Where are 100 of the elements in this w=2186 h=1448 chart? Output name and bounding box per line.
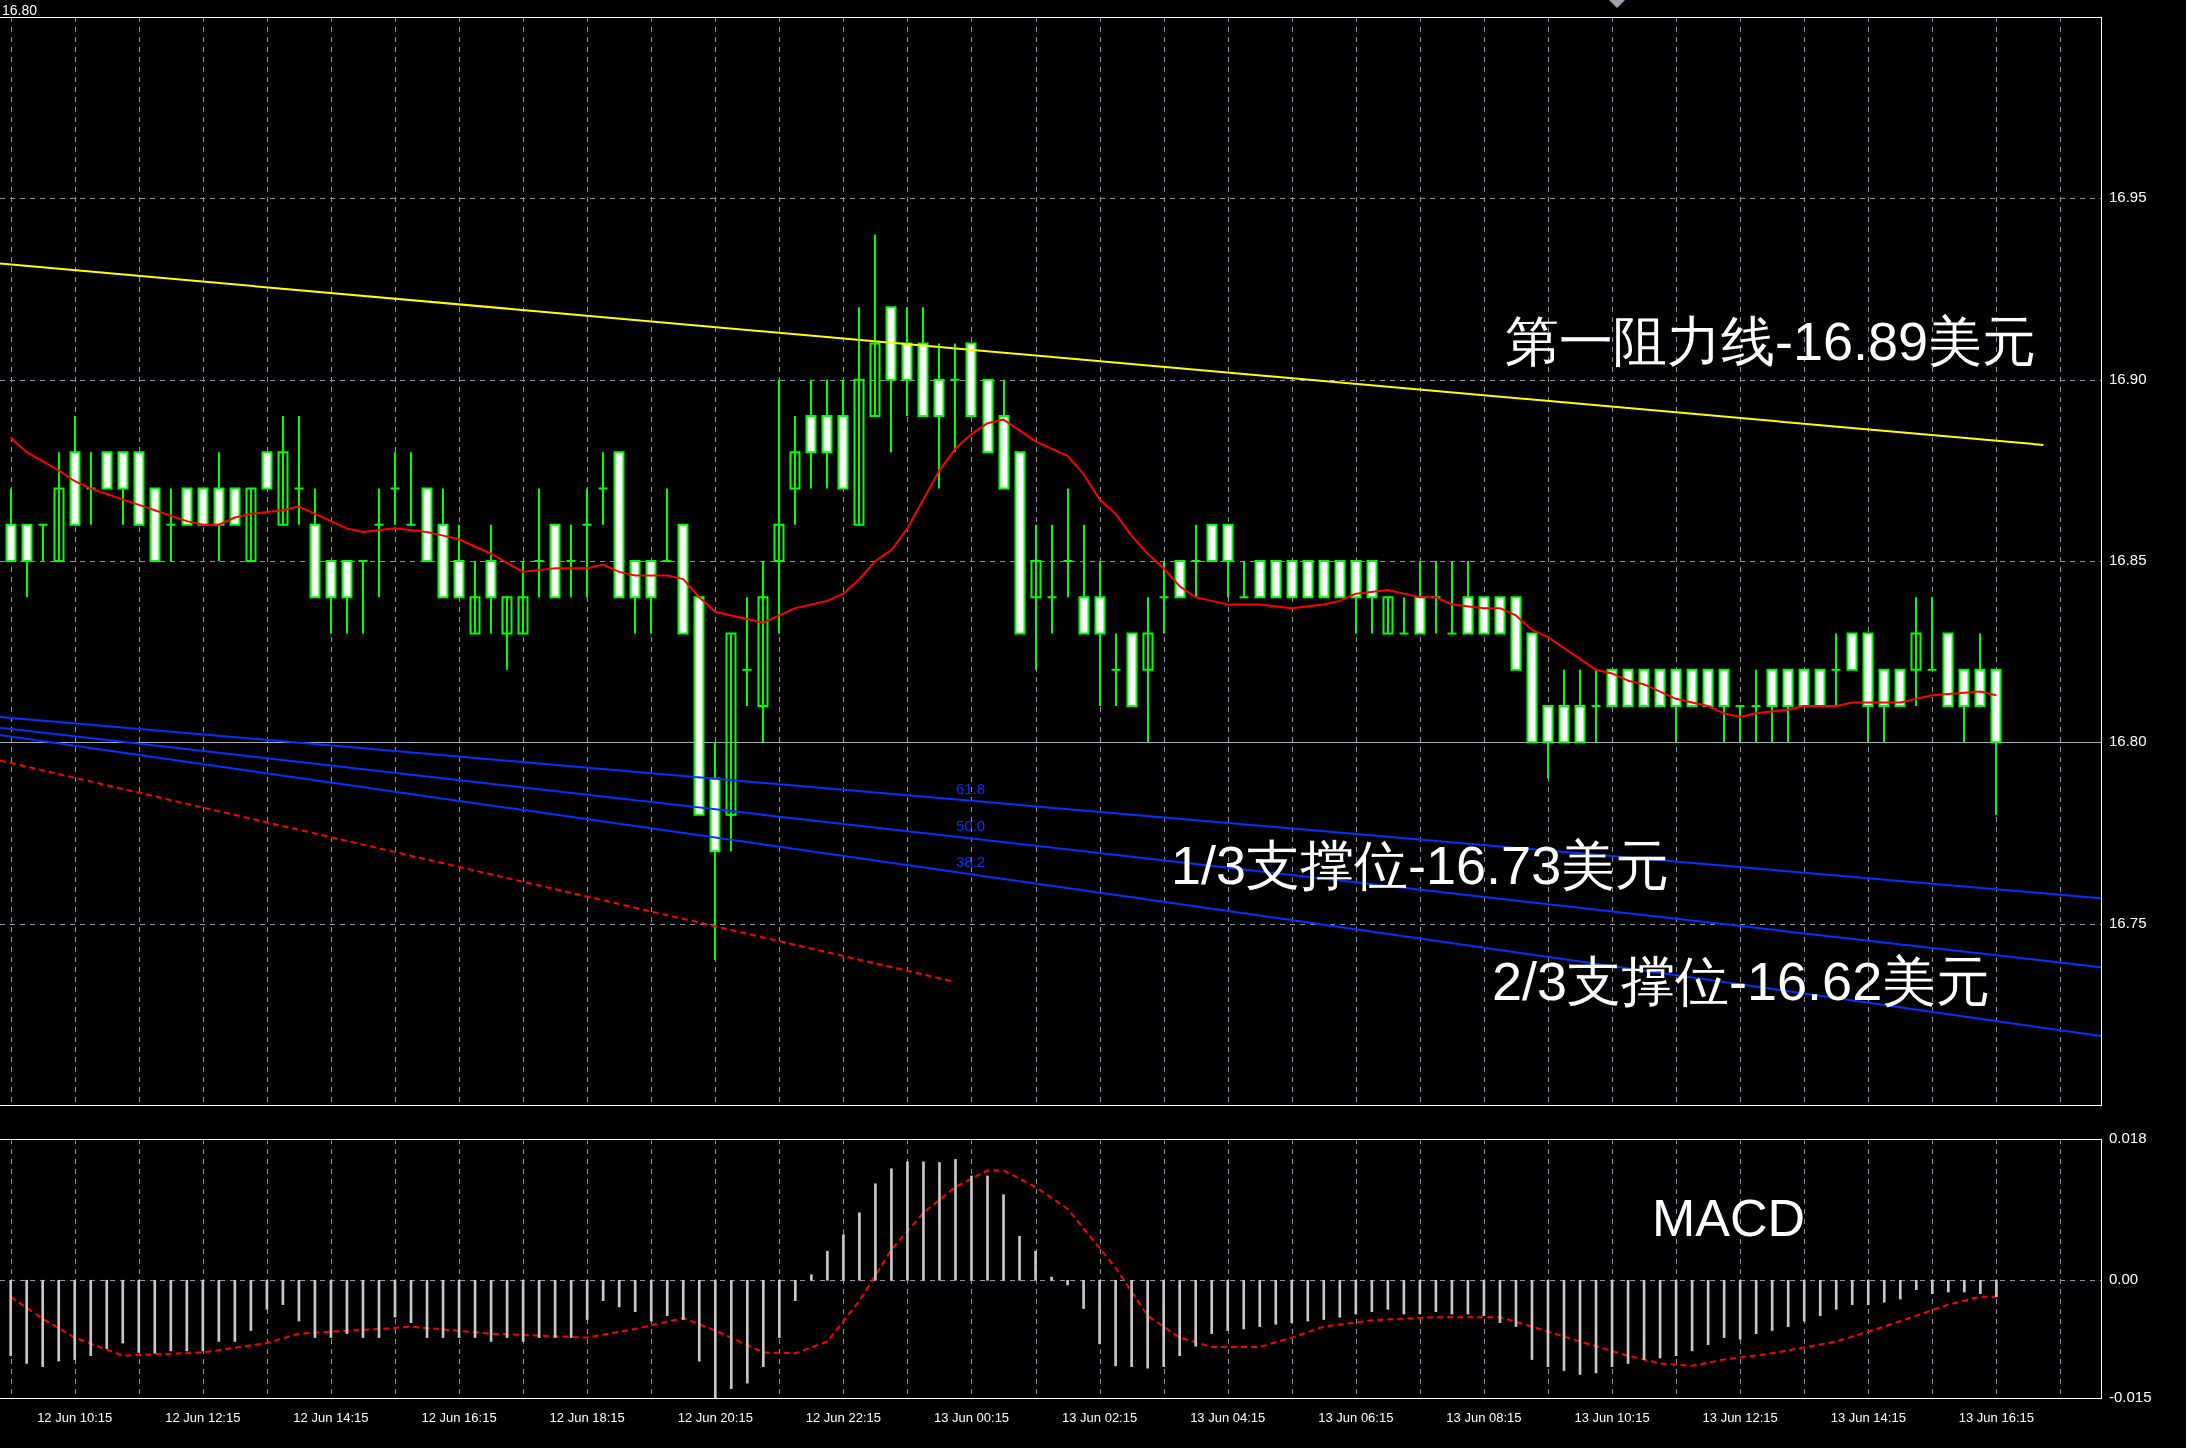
candlestick	[1590, 668, 1602, 744]
bar	[1082, 1279, 1085, 1309]
candlestick	[1238, 560, 1250, 599]
y-tick-label: 16.85	[2109, 551, 2147, 569]
bar	[794, 1279, 797, 1302]
y-tick-label: 16.90	[2109, 369, 2147, 387]
bar	[1818, 1279, 1822, 1316]
x-tick-label: 13 Jun 00:15	[933, 1410, 1010, 1426]
candlestick	[1142, 596, 1154, 744]
bar	[137, 1279, 141, 1353]
bar	[986, 1175, 989, 1281]
bar	[665, 1279, 669, 1316]
candlestick	[501, 596, 513, 671]
candlestick	[53, 451, 65, 562]
candlestick	[1062, 487, 1074, 599]
bar	[970, 1175, 973, 1281]
bar	[25, 1279, 29, 1364]
candlestick	[581, 487, 593, 599]
x-tick-label: 12 Jun 10:15	[37, 1410, 113, 1426]
bar	[1066, 1279, 1069, 1286]
bar	[41, 1279, 45, 1367]
bar	[1802, 1279, 1806, 1322]
x-tick-label: 13 Jun 16:15	[1958, 1410, 2034, 1426]
candlestick	[405, 451, 417, 526]
candlestick	[1046, 523, 1058, 635]
bar	[1947, 1279, 1950, 1293]
candlestick	[389, 451, 401, 526]
candlestick	[597, 451, 609, 526]
bar	[1754, 1279, 1758, 1334]
candlestick	[1926, 596, 1938, 671]
candlestick	[949, 342, 961, 454]
bar	[890, 1168, 893, 1281]
bar	[1306, 1279, 1310, 1322]
candlestick	[853, 306, 865, 526]
annotation: 第一阻力线-16.89美元	[1505, 310, 2037, 371]
bar	[1866, 1279, 1870, 1305]
bar	[1898, 1279, 1902, 1300]
bar	[1354, 1279, 1358, 1315]
bar	[1162, 1279, 1165, 1367]
candlestick	[277, 414, 289, 526]
bar	[713, 1279, 717, 1398]
x-tick-label: 12 Jun 20:15	[677, 1410, 753, 1426]
x-tick-label: 13 Jun 08:15	[1446, 1410, 1522, 1426]
candlestick	[741, 596, 753, 708]
x-tick-label: 13 Jun 12:15	[1702, 1410, 1778, 1426]
bar	[1882, 1279, 1886, 1303]
bar	[1194, 1279, 1198, 1347]
bar	[858, 1212, 861, 1281]
x-tick-label: 12 Jun 22:15	[805, 1410, 881, 1426]
bar	[1850, 1279, 1854, 1305]
candlestick	[565, 523, 577, 599]
x-tick-label: 13 Jun 04:15	[1190, 1410, 1266, 1426]
bar	[1034, 1250, 1037, 1281]
candlestick	[1910, 596, 1922, 708]
bar	[1914, 1279, 1918, 1291]
bar	[9, 1279, 13, 1356]
bar	[185, 1279, 189, 1352]
series-label: 61.8	[955, 780, 986, 798]
bar	[1338, 1279, 1342, 1318]
bar	[906, 1161, 909, 1281]
candlestick	[517, 560, 529, 635]
bar	[153, 1279, 157, 1354]
bar	[1130, 1279, 1133, 1367]
x-tick-label: 12 Jun 16:15	[421, 1410, 497, 1426]
bar	[89, 1279, 93, 1356]
bar	[1242, 1279, 1246, 1330]
x-tick-label: 13 Jun 14:15	[1830, 1410, 1906, 1426]
bar	[585, 1279, 589, 1320]
bar	[922, 1161, 925, 1281]
bar	[1979, 1279, 1982, 1294]
candlestick	[1750, 668, 1762, 744]
candlestick	[1382, 596, 1394, 635]
bar	[1114, 1279, 1117, 1367]
bar	[1258, 1279, 1262, 1327]
candlestick	[1190, 523, 1202, 599]
candlestick	[1734, 705, 1746, 744]
bar	[1226, 1279, 1230, 1331]
bar	[681, 1279, 685, 1320]
candlestick	[533, 487, 545, 599]
bar	[617, 1279, 621, 1308]
x-tick-label: 13 Jun 06:15	[1318, 1410, 1394, 1426]
y-tick-label: 16.75	[2109, 913, 2147, 931]
bar	[1963, 1279, 1966, 1293]
candlestick	[293, 414, 305, 526]
x-tick-label: 13 Jun 10:15	[1574, 1410, 1650, 1426]
bar	[938, 1162, 941, 1281]
bar	[1995, 1279, 1998, 1298]
bar	[810, 1274, 813, 1281]
bar	[105, 1279, 109, 1349]
candlestick	[165, 487, 177, 562]
candlestick	[869, 233, 881, 417]
candlestick	[661, 487, 673, 562]
bar	[57, 1279, 61, 1362]
candlestick	[245, 487, 257, 562]
candlestick	[725, 632, 737, 853]
bar	[1002, 1194, 1005, 1281]
annotation: MACD	[1652, 1189, 1806, 1248]
bar	[1178, 1279, 1182, 1356]
bar	[1834, 1279, 1838, 1310]
candlestick	[773, 378, 785, 635]
